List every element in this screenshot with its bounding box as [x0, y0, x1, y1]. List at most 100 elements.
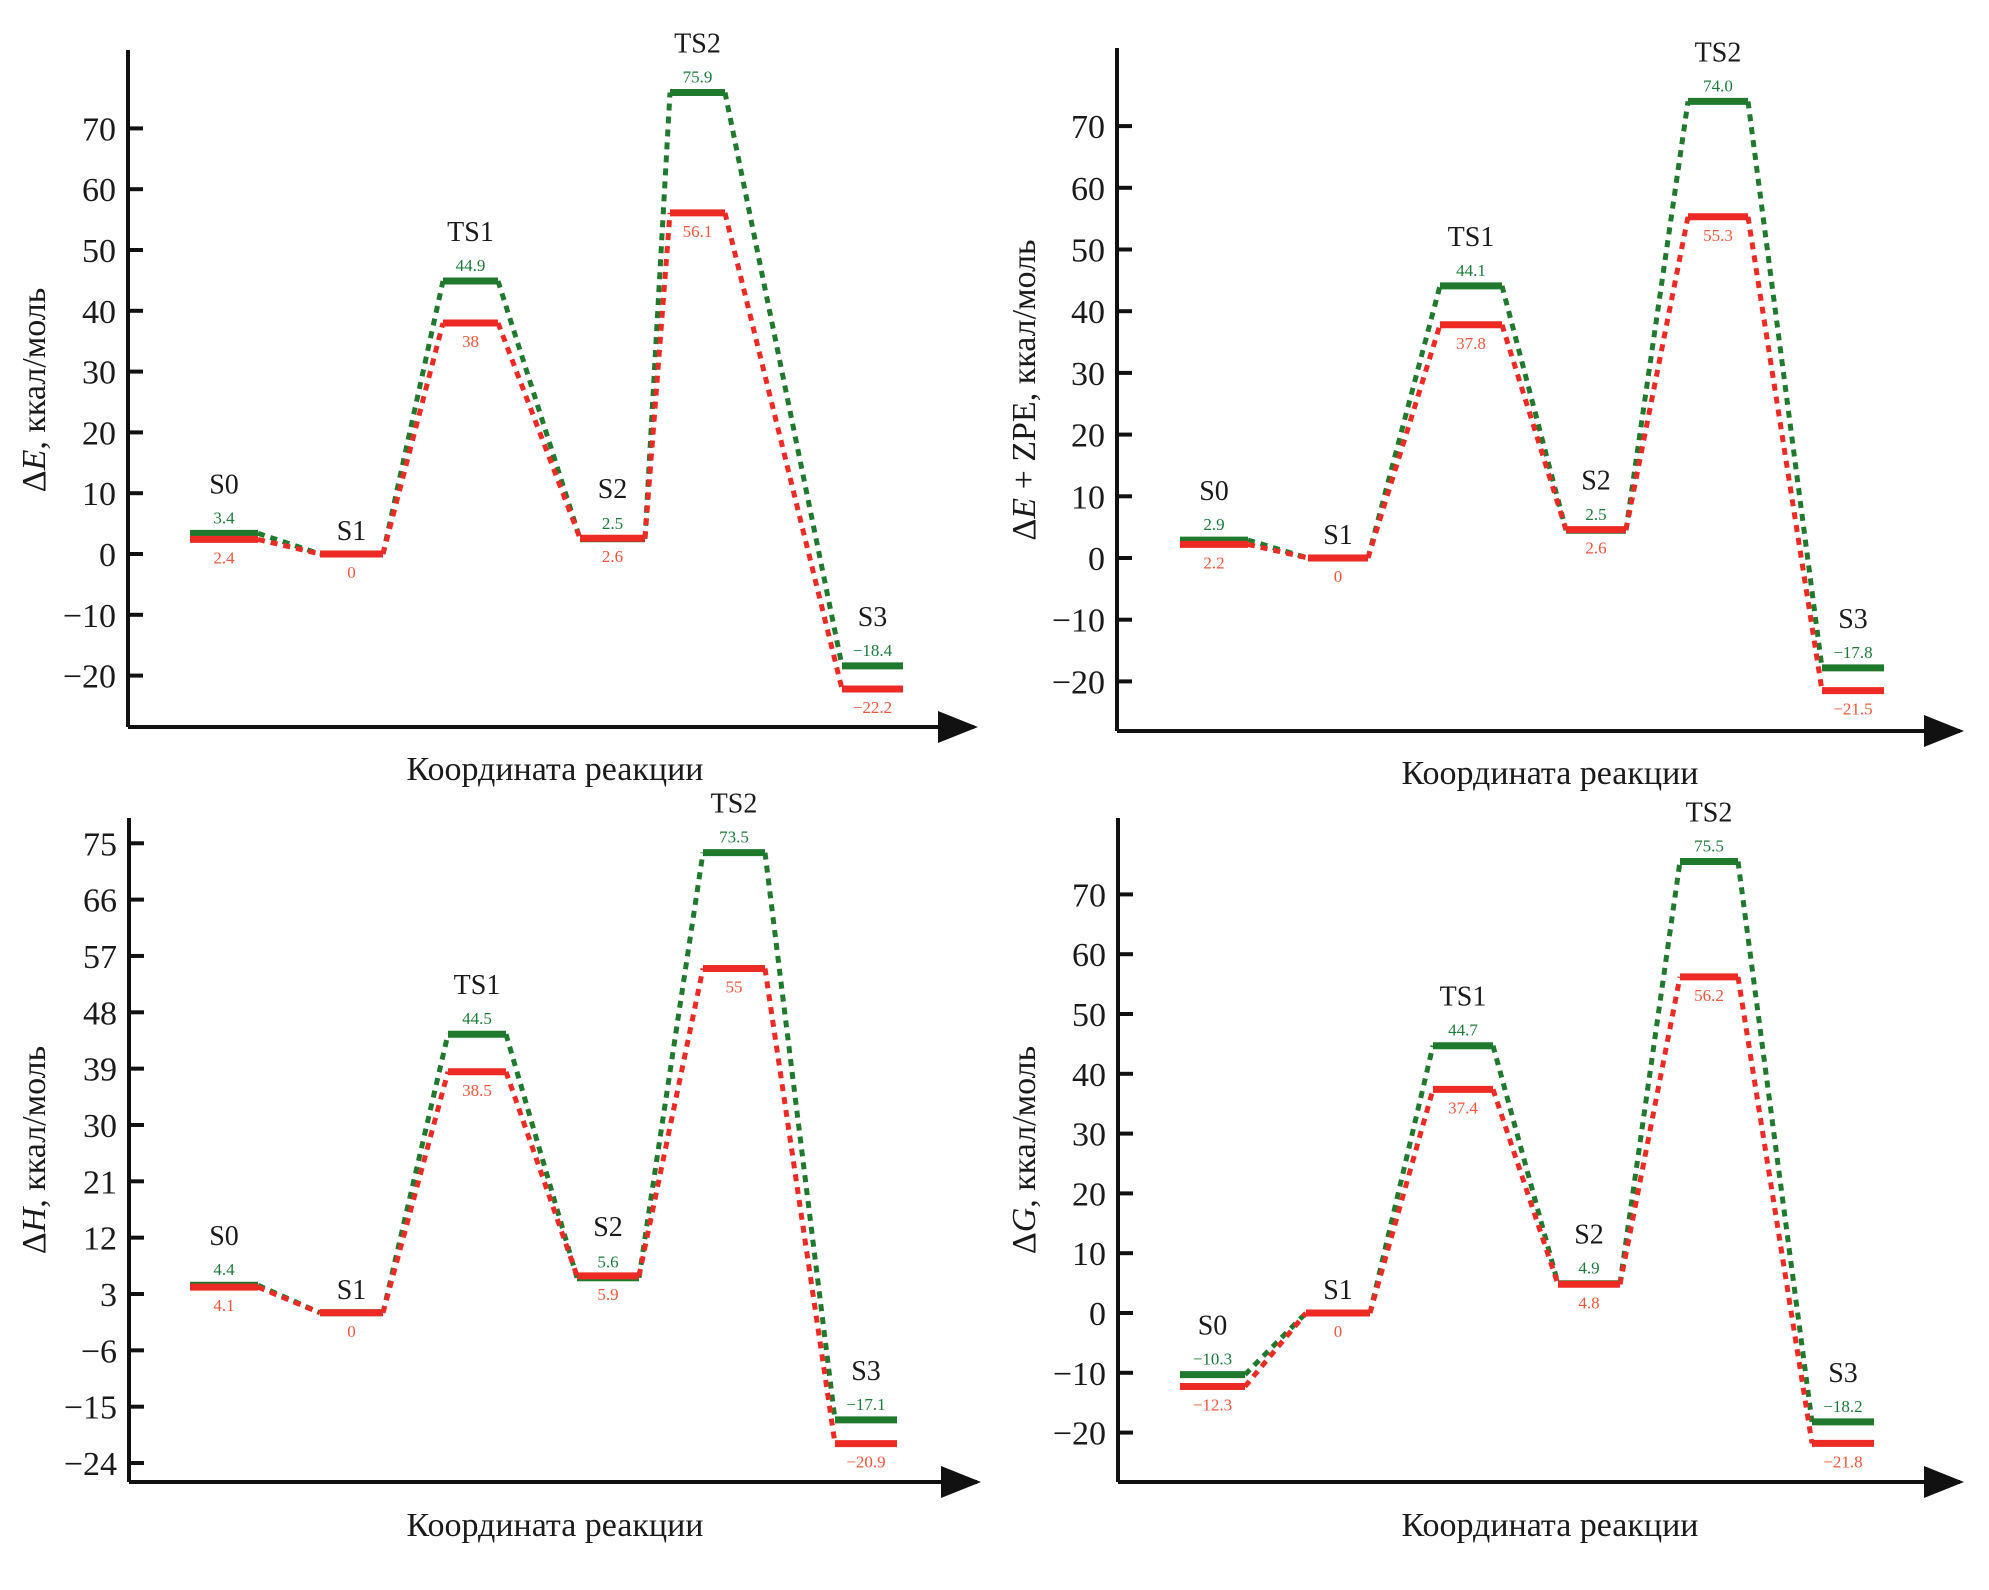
value-label-red-S0: 2.2 — [1203, 553, 1224, 572]
y-tick-label: 70 — [82, 111, 116, 148]
connector-green-TS2-S3 — [722, 92, 845, 667]
value-label-green-TS1: 44.7 — [1448, 1021, 1478, 1040]
connector-green-S2-TS2 — [1617, 861, 1683, 1285]
y-tick-label: 50 — [1072, 997, 1106, 1034]
value-label-green-S3: −17.8 — [1833, 643, 1872, 662]
state-label-S2: S2 — [593, 1212, 623, 1243]
y-axis-title-prefix: Δ — [16, 1232, 53, 1254]
value-label-green-TS2: 74.0 — [1703, 76, 1733, 95]
connector-green-TS1-S2 — [1499, 285, 1569, 531]
y-tick-label: 40 — [82, 294, 116, 331]
value-label-green-S3: −18.4 — [853, 641, 893, 660]
value-label-red-S2: 2.6 — [1585, 539, 1606, 558]
value-label-green-S2: 5.6 — [597, 1253, 618, 1272]
y-tick-label: −15 — [64, 1390, 117, 1427]
value-label-green-S0: 4.4 — [213, 1260, 235, 1279]
y-tick-label: 21 — [83, 1164, 117, 1201]
y-axis-title-units: + ZPE, ккал/моль — [1006, 239, 1043, 498]
y-tick-label: −10 — [1053, 1356, 1106, 1393]
y-tick-label: 0 — [1089, 1296, 1106, 1333]
connector-green-TS2-S3 — [1735, 861, 1815, 1423]
value-label-green-TS2: 75.5 — [1694, 837, 1724, 856]
connector-red-TS1-S2 — [1490, 1088, 1561, 1286]
value-label-green-S3: −17.1 — [846, 1395, 885, 1414]
connector-green-S1-TS1 — [380, 1033, 451, 1314]
connector-red-S1-TS1 — [380, 322, 446, 555]
y-axis-title-units: , ккал/моль — [16, 1046, 53, 1208]
y-tick-label: 30 — [1072, 1117, 1106, 1154]
value-label-green-S0: −10.3 — [1193, 1350, 1232, 1369]
chart-panel-1: 70 60 50 40 30 20 10 0 −10 −20 ΔE, ккал/моль Коорди… — [16, 29, 978, 788]
y-axis-title-prefix: Δ — [1006, 519, 1043, 541]
state-label-S1: S1 — [337, 516, 367, 547]
state-label-S0: S0 — [1199, 476, 1229, 507]
y-tick-label: −20 — [1053, 1416, 1106, 1453]
y-tick-label: 3 — [100, 1277, 117, 1314]
y-tick-label: 50 — [82, 233, 116, 270]
y-tick-label: 57 — [83, 939, 117, 976]
y-tick-label: 70 — [1071, 109, 1105, 146]
y-tick-label: −20 — [1052, 664, 1105, 701]
value-label-red-S0: 2.4 — [213, 548, 235, 567]
state-label-S2: S2 — [1581, 466, 1611, 497]
state-label-TS1: TS1 — [1448, 222, 1495, 253]
y-axis-title-symbol: E — [1006, 498, 1043, 520]
value-label-green-S0: 3.4 — [213, 508, 235, 527]
y-tick-label: 48 — [83, 995, 117, 1032]
y-tick-label: 60 — [1072, 937, 1106, 974]
y-axis-title-symbol: E — [16, 449, 53, 471]
state-label-S1: S1 — [1323, 520, 1353, 551]
connector-red-S1-TS1 — [1367, 1088, 1436, 1314]
state-label-S1: S1 — [337, 1275, 367, 1306]
value-label-red-S2: 2.6 — [602, 547, 623, 566]
value-label-red-TS1: 38 — [462, 332, 479, 351]
y-tick-label: 0 — [99, 537, 116, 574]
connector-red-TS1-S2 — [1499, 324, 1569, 531]
y-tick-label: 30 — [82, 355, 116, 392]
y-tick-label: 20 — [82, 415, 116, 452]
value-label-red-S1: 0 — [347, 1322, 356, 1341]
y-tick-label: −10 — [63, 598, 116, 635]
connector-green-TS1-S2 — [495, 280, 583, 540]
value-label-red-S3: −21.8 — [1823, 1452, 1862, 1471]
value-label-red-S2: 5.9 — [597, 1285, 618, 1304]
state-label-S2: S2 — [598, 474, 628, 505]
connector-red-S0-S1 — [1243, 1311, 1308, 1389]
state-label-TS1: TS1 — [454, 970, 501, 1001]
value-label-green-S3: −18.2 — [1823, 1397, 1862, 1416]
state-label-S3: S3 — [1828, 1358, 1858, 1389]
value-label-red-S3: −22.2 — [853, 698, 892, 717]
state-label-TS2: TS2 — [1695, 37, 1742, 68]
value-label-red-TS1: 38.5 — [462, 1081, 492, 1100]
state-label-S1: S1 — [1323, 1275, 1353, 1306]
connector-red-S2-TS2 — [1617, 976, 1683, 1285]
state-label-S0: S0 — [209, 469, 239, 500]
connector-red-TS1-S2 — [495, 322, 583, 540]
connector-red-S1-TS1 — [380, 1071, 451, 1314]
chart-panel-3: 75 66 57 48 39 30 21 12 3 −6 −15 −24 ΔH, ккал/моль Ко… — [16, 789, 981, 1544]
y-tick-label: 10 — [1071, 479, 1105, 516]
y-tick-label: 20 — [1071, 418, 1105, 455]
state-label-TS2: TS2 — [711, 789, 758, 820]
x-axis-title: Координата реакции — [406, 751, 703, 788]
value-label-green-TS2: 75.9 — [683, 68, 713, 87]
value-label-red-S1: 0 — [347, 563, 356, 582]
value-label-green-TS1: 44.1 — [1456, 261, 1486, 280]
y-tick-label: 75 — [83, 826, 117, 863]
state-label-S3: S3 — [851, 1356, 881, 1387]
value-label-red-S0: 4.1 — [213, 1296, 234, 1315]
connector-red-S0-S1 — [257, 536, 321, 557]
y-tick-label: −10 — [1052, 603, 1105, 640]
state-label-S3: S3 — [858, 602, 888, 633]
connector-red-S2-TS2 — [1623, 216, 1691, 531]
y-tick-label: 10 — [82, 476, 116, 513]
connector-red-S1-TS1 — [1365, 324, 1443, 559]
state-label-S3: S3 — [1838, 604, 1868, 635]
y-axis-title: ΔE, ккал/моль — [16, 288, 53, 493]
connector-green-TS2-S3 — [762, 852, 838, 1421]
y-tick-label: 20 — [1072, 1176, 1106, 1213]
state-label-TS1: TS1 — [1440, 982, 1487, 1013]
y-tick-label: −6 — [81, 1333, 117, 1370]
value-label-red-S1: 0 — [1334, 567, 1343, 586]
y-axis-title: ΔH, ккал/моль — [16, 1046, 53, 1254]
